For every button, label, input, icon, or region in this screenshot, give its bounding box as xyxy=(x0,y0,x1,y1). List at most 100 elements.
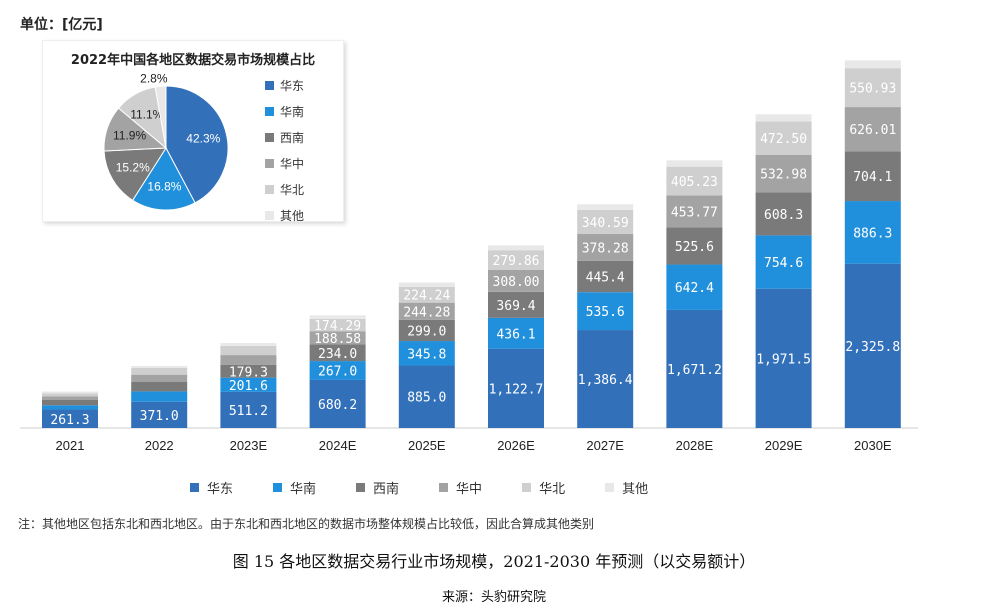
bar-label: 174.29 xyxy=(314,319,361,334)
bar-label: 886.3 xyxy=(853,226,892,241)
bar-segment-华东 xyxy=(131,401,188,428)
legend-item: 西南 xyxy=(356,478,399,497)
x-tick-label: 2028E xyxy=(676,438,714,453)
bar-label: 244.28 xyxy=(403,305,450,320)
bar-label: 1,122.7 xyxy=(489,382,544,397)
bar-segment-西南 xyxy=(844,151,901,202)
x-tick-label: 2021 xyxy=(56,438,85,453)
bar-label: 201.6 xyxy=(229,379,268,394)
legend-swatch xyxy=(522,483,532,492)
bar-label: 179.3 xyxy=(229,365,268,380)
bar-segment-华中 xyxy=(309,331,366,345)
x-tick-label: 2027E xyxy=(586,438,624,453)
bar-segment-华中 xyxy=(666,195,723,228)
legend-item: 华东 xyxy=(190,478,233,497)
bar-label: 405.23 xyxy=(671,175,718,190)
unit-label: 单位：[亿元] xyxy=(20,17,103,33)
pie-label: 15.2% xyxy=(116,160,150,174)
bar-segment-华南 xyxy=(755,235,812,289)
bar-label: 1,971.5 xyxy=(756,352,811,367)
legend-item: 其他 xyxy=(605,478,648,497)
legend-swatch xyxy=(265,81,274,90)
bar-segment-华中 xyxy=(131,374,188,383)
bar-segment-华南 xyxy=(577,292,634,331)
bar-segment-其他 xyxy=(844,60,901,69)
legend-label: 华中 xyxy=(456,482,483,497)
bar-label: 436.1 xyxy=(496,327,535,342)
x-tick-label: 2030E xyxy=(854,438,892,453)
bar-label: 532.98 xyxy=(760,168,807,183)
bar-segment-华北 xyxy=(309,318,366,332)
legend-label: 华中 xyxy=(280,157,305,171)
bar-segment-西南 xyxy=(577,260,634,293)
legend-swatch xyxy=(273,483,283,492)
pie-label: 42.3% xyxy=(186,132,220,146)
x-tick-label: 2025E xyxy=(408,438,446,453)
bar-segment-华中 xyxy=(755,154,812,193)
bar-label: 371.0 xyxy=(140,409,179,424)
bar-segment-华北 xyxy=(844,68,901,108)
legend-label: 其他 xyxy=(280,209,305,223)
legend-swatch xyxy=(265,107,274,116)
bar-label: 525.6 xyxy=(675,240,714,255)
legend-swatch xyxy=(265,133,274,142)
pie-legend-item: 华中 xyxy=(265,155,304,172)
bar-label: 188.58 xyxy=(314,332,361,347)
bar-label: 754.6 xyxy=(764,256,803,271)
bar-segment-华南 xyxy=(488,317,544,349)
bar-label: 1,671.2 xyxy=(667,363,722,378)
bar-segment-华中 xyxy=(220,355,277,365)
bar-segment-西南 xyxy=(309,344,366,362)
bar-segment-西南 xyxy=(755,192,812,236)
legend-swatch xyxy=(356,483,366,492)
bar-segment-华东 xyxy=(755,288,812,428)
bar-legend: 华东 华南 西南 华中 华北 其他 xyxy=(190,478,648,497)
bar-label: 885.0 xyxy=(407,391,446,406)
x-tick-label: 2022 xyxy=(145,438,174,453)
bar-label: 642.4 xyxy=(675,281,714,296)
bar-label: 511.2 xyxy=(229,404,268,419)
bar-segment-西南 xyxy=(131,382,188,392)
bar-segment-华东 xyxy=(666,309,723,428)
bar-label: 224.24 xyxy=(403,289,450,304)
bar-label: 1,386.4 xyxy=(578,373,633,388)
bar-label: 267.0 xyxy=(318,365,357,380)
bar-segment-其他 xyxy=(755,114,812,122)
pie-legend-item: 华北 xyxy=(265,181,304,198)
bar-label: 535.6 xyxy=(586,305,625,320)
bar-segment-华中 xyxy=(488,270,544,292)
x-tick-label: 2024E xyxy=(319,438,357,453)
pie-label: 2.8% xyxy=(140,71,168,85)
bar-segment-西南 xyxy=(666,227,723,265)
bar-label: 340.59 xyxy=(582,216,629,231)
legend-label: 华北 xyxy=(539,482,566,497)
bar-label: 2,325.8 xyxy=(845,340,900,355)
bar-segment-西南 xyxy=(220,364,277,378)
bar-segment-华北 xyxy=(755,121,812,155)
bar-segment-华南 xyxy=(42,405,98,410)
legend-label: 华北 xyxy=(280,183,305,197)
bar-segment-华北 xyxy=(488,250,544,271)
bar-segment-华南 xyxy=(844,201,901,264)
bar-segment-华北 xyxy=(666,166,723,196)
bar-label: 279.86 xyxy=(493,254,540,269)
bar-segment-其他 xyxy=(131,366,188,368)
bar-segment-华中 xyxy=(844,107,901,152)
bar-label: 378.28 xyxy=(582,241,629,256)
x-tick-label: 2023E xyxy=(230,438,268,453)
bar-segment-华南 xyxy=(131,391,188,402)
bar-label: 345.8 xyxy=(407,347,446,362)
bar-segment-其他 xyxy=(309,315,366,319)
pie-inset: 2022年中国各地区数据交易市场规模占比 42.3% 16.8% 15.2% 11.9… xyxy=(42,40,344,223)
bar-label: 308.00 xyxy=(493,275,540,290)
pie-slice-华东 xyxy=(165,85,229,204)
bar-segment-华东 xyxy=(220,391,277,428)
legend-swatch xyxy=(190,483,199,492)
bar-segment-其他 xyxy=(42,391,98,394)
pie-chart: 42.3% 16.8% 15.2% 11.9% 11.1% 2.8% xyxy=(103,71,229,211)
bar-segment-华北 xyxy=(42,393,98,397)
x-tick-label: 2026E xyxy=(497,438,535,453)
pie-label: 11.9% xyxy=(113,129,146,143)
bar-segment-华北 xyxy=(220,345,277,356)
